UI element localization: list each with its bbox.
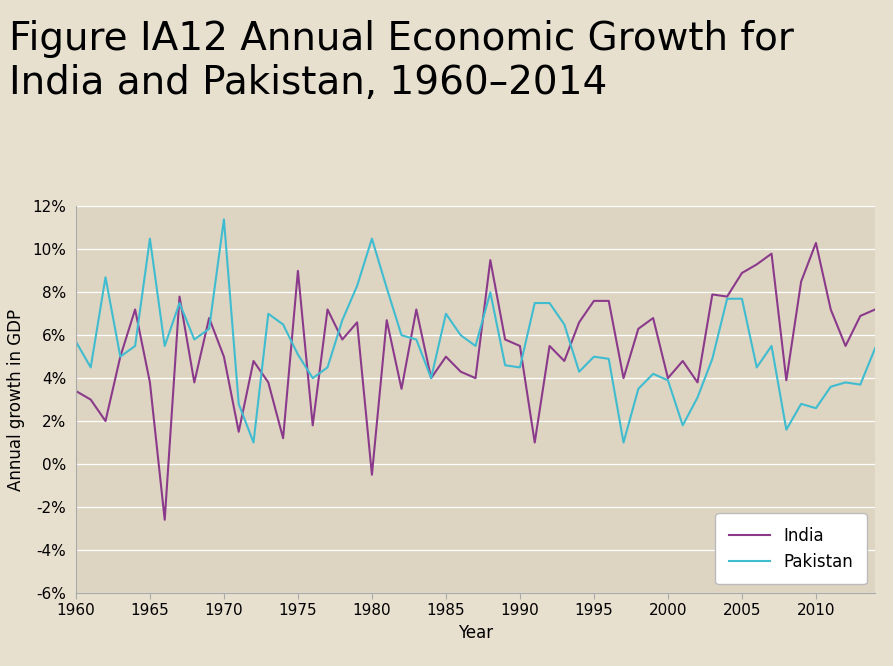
- India: [381, 316, 392, 324]
- X-axis label: Year: Year: [458, 624, 493, 642]
- Text: Figure IA12 Annual Economic Growth for
India and Pakistan, 1960–2014: Figure IA12 Annual Economic Growth for I…: [9, 20, 794, 102]
- India: [796, 278, 806, 286]
- India: [870, 306, 880, 314]
- India: [278, 434, 288, 442]
- Pakistan: [870, 344, 880, 352]
- Line: Pakistan: Pakistan: [76, 219, 875, 442]
- Pakistan: [855, 380, 865, 388]
- India: [811, 239, 822, 247]
- India: [159, 515, 170, 523]
- Pakistan: [248, 438, 259, 446]
- India: [174, 292, 185, 300]
- Pakistan: [219, 215, 230, 223]
- Pakistan: [159, 342, 170, 350]
- Pakistan: [293, 350, 304, 358]
- India: [71, 387, 81, 395]
- Pakistan: [71, 338, 81, 346]
- Legend: India, Pakistan: India, Pakistan: [715, 513, 867, 584]
- Pakistan: [396, 331, 407, 339]
- India: [855, 312, 865, 320]
- India: [233, 428, 244, 436]
- Y-axis label: Annual growth in GDP: Annual growth in GDP: [7, 308, 25, 491]
- Line: India: India: [76, 243, 875, 519]
- Pakistan: [233, 400, 244, 408]
- Pakistan: [811, 404, 822, 412]
